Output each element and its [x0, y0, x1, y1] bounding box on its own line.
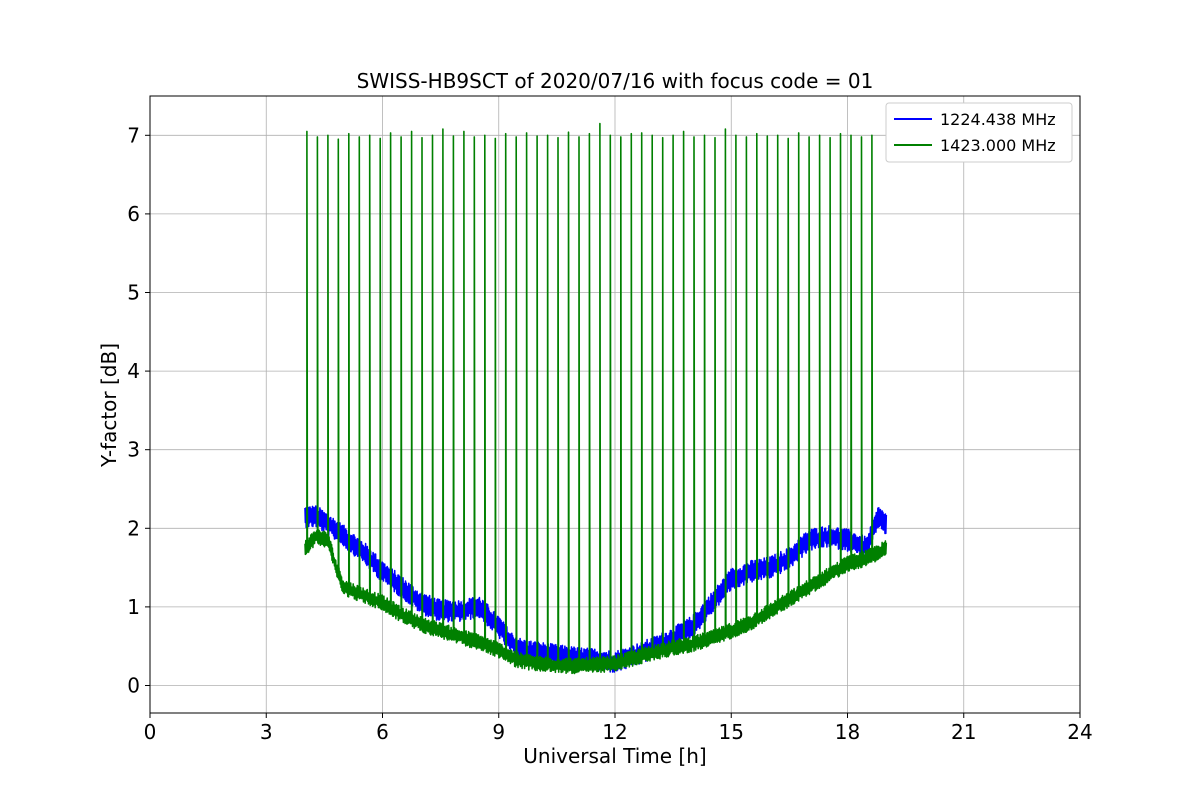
- x-tick-label: 21: [951, 720, 976, 744]
- x-tick-label: 18: [835, 720, 860, 744]
- legend-label-series-2: 1423.000 MHz: [940, 136, 1056, 155]
- x-tick-label: 15: [719, 720, 744, 744]
- y-tick-label: 2: [127, 516, 140, 540]
- y-tick-label: 6: [127, 202, 140, 226]
- y-tick-label: 5: [127, 280, 140, 304]
- x-axis-ticks: 0 3 6 9 12 15 18 21 24: [144, 713, 1093, 744]
- chart-title: SWISS-HB9SCT of 2020/07/16 with focus co…: [357, 69, 874, 93]
- x-tick-label: 12: [602, 720, 627, 744]
- y-axis-label: Y-factor [dB]: [97, 343, 121, 468]
- y-tick-label: 4: [127, 359, 140, 383]
- plot-area: [304, 122, 888, 675]
- x-tick-label: 9: [492, 720, 505, 744]
- legend: 1224.438 MHz 1423.000 MHz: [885, 102, 1073, 163]
- x-tick-label: 3: [260, 720, 273, 744]
- y-tick-label: 1: [127, 595, 140, 619]
- x-tick-label: 0: [144, 720, 157, 744]
- x-tick-label: 24: [1067, 720, 1092, 744]
- x-tick-label: 6: [376, 720, 389, 744]
- y-tick-label: 3: [127, 438, 140, 462]
- y-axis-ticks: 0 1 2 3 4 5 6 7: [127, 123, 150, 697]
- x-axis-label: Universal Time [h]: [523, 744, 706, 768]
- legend-label-series-1: 1224.438 MHz: [940, 110, 1056, 129]
- series-line-2: [304, 122, 888, 675]
- y-tick-label: 0: [127, 673, 140, 697]
- legend-box: [885, 102, 1073, 163]
- y-tick-label: 7: [127, 123, 140, 147]
